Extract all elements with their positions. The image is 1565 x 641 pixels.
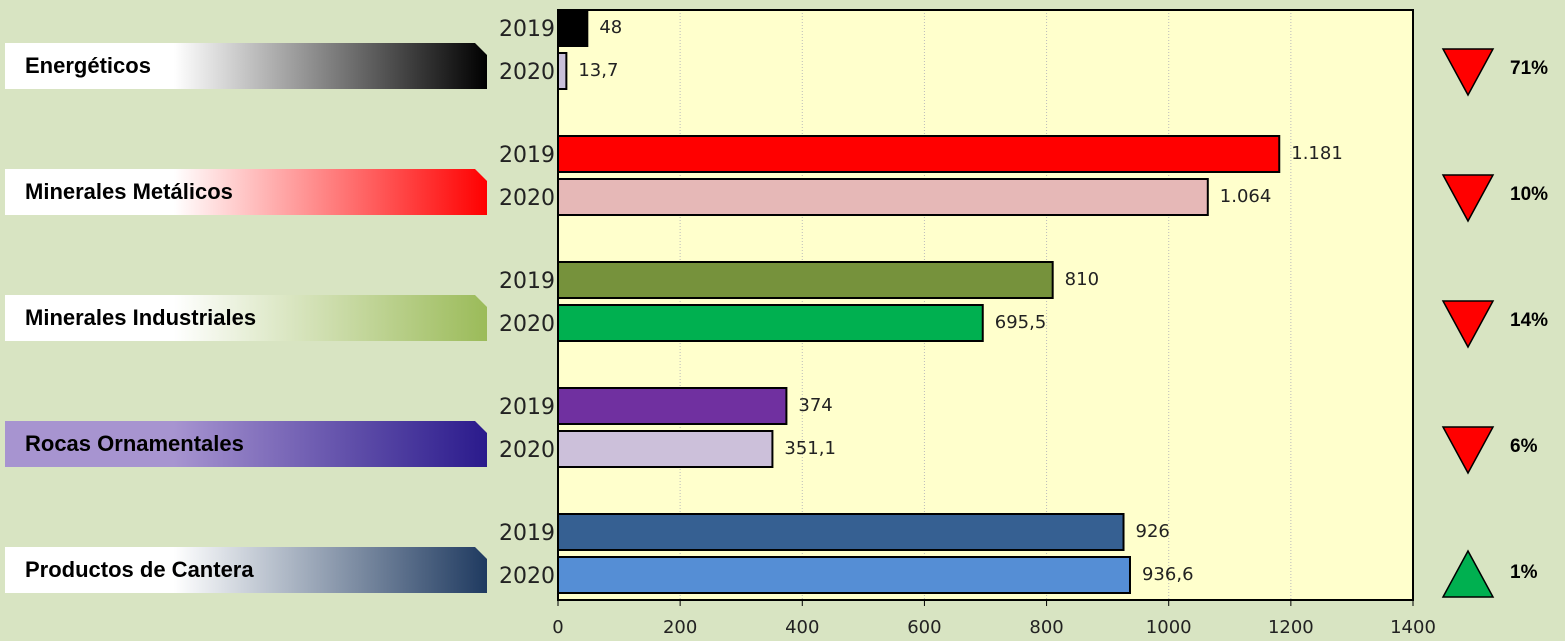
category-box bbox=[5, 547, 487, 593]
change-label: 14% bbox=[1510, 310, 1548, 331]
value-label: 48 bbox=[599, 17, 622, 38]
change-indicator bbox=[1441, 300, 1495, 349]
category-label: Productos de Cantera bbox=[25, 557, 254, 582]
value-label: 810 bbox=[1065, 269, 1099, 290]
bar bbox=[557, 556, 1131, 594]
x-tick-label: 200 bbox=[663, 617, 697, 638]
year-label: 2019 bbox=[499, 17, 555, 42]
category-box bbox=[5, 421, 487, 467]
value-label: 1.181 bbox=[1291, 143, 1343, 164]
bar bbox=[557, 304, 984, 342]
bar bbox=[557, 52, 568, 90]
change-label: 6% bbox=[1510, 436, 1538, 457]
bar bbox=[557, 178, 1209, 216]
category-label: Minerales Metálicos bbox=[25, 179, 233, 204]
year-label: 2019 bbox=[499, 143, 555, 168]
value-label: 926 bbox=[1136, 521, 1170, 542]
value-label: 1.064 bbox=[1220, 186, 1272, 207]
bar bbox=[557, 513, 1125, 551]
category-label: Rocas Ornamentales bbox=[25, 431, 244, 456]
x-tick-label: 400 bbox=[785, 617, 819, 638]
category-label: Energéticos bbox=[25, 53, 151, 78]
category-box bbox=[5, 169, 487, 215]
value-label: 351,1 bbox=[784, 438, 836, 459]
x-tick-label: 800 bbox=[1029, 617, 1063, 638]
change-indicator bbox=[1441, 174, 1495, 223]
change-label: 10% bbox=[1510, 184, 1548, 205]
change-indicator bbox=[1441, 549, 1495, 598]
year-label: 2020 bbox=[499, 60, 555, 85]
bar bbox=[557, 135, 1281, 173]
value-label: 13,7 bbox=[578, 60, 618, 81]
bar bbox=[557, 430, 774, 468]
x-tick-label: 1400 bbox=[1390, 617, 1436, 638]
x-tick-label: 600 bbox=[907, 617, 941, 638]
change-label: 71% bbox=[1510, 58, 1548, 79]
x-tick-label: 1200 bbox=[1268, 617, 1314, 638]
value-label: 374 bbox=[798, 395, 832, 416]
year-label: 2020 bbox=[499, 186, 555, 211]
category-box bbox=[5, 295, 487, 341]
bar bbox=[557, 9, 589, 47]
year-label: 2020 bbox=[499, 564, 555, 589]
value-label: 695,5 bbox=[995, 312, 1047, 333]
category-label: Minerales Industriales bbox=[25, 305, 256, 330]
change-label: 1% bbox=[1510, 562, 1538, 583]
bar bbox=[557, 387, 788, 425]
year-label: 2020 bbox=[499, 312, 555, 337]
change-indicator bbox=[1441, 48, 1495, 97]
year-label: 2019 bbox=[499, 521, 555, 546]
year-label: 2019 bbox=[499, 269, 555, 294]
x-tick-label: 0 bbox=[552, 617, 563, 638]
year-label: 2020 bbox=[499, 438, 555, 463]
category-box bbox=[5, 43, 487, 89]
year-label: 2019 bbox=[499, 395, 555, 420]
x-tick-label: 1000 bbox=[1146, 617, 1192, 638]
value-label: 936,6 bbox=[1142, 564, 1194, 585]
change-indicator bbox=[1441, 426, 1495, 475]
bar bbox=[557, 261, 1054, 299]
